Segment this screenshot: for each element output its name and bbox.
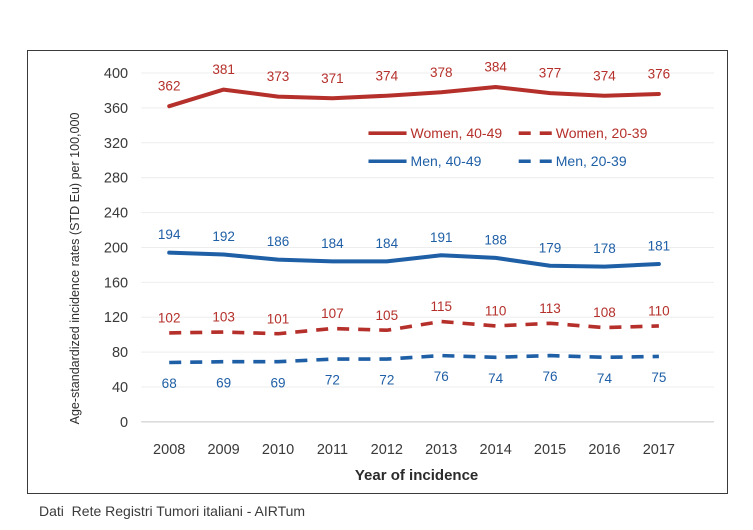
value-label: 377 (539, 66, 562, 81)
x-axis-label: Year of incidence (355, 467, 478, 484)
value-label: 74 (488, 371, 504, 386)
value-label: 376 (648, 67, 671, 82)
value-label: 378 (430, 65, 453, 80)
y-tick-label: 200 (104, 240, 128, 256)
value-label: 179 (539, 240, 562, 255)
series-line-men-40-49 (167, 250, 661, 269)
x-tick-label: 2014 (480, 442, 512, 458)
x-tick-label: 2013 (425, 442, 457, 458)
value-label: 102 (158, 310, 181, 325)
x-tick-label: 2017 (643, 442, 675, 458)
x-tick-label: 2016 (588, 442, 620, 458)
value-label: 184 (376, 236, 399, 251)
value-label: 184 (321, 236, 344, 251)
value-label: 384 (484, 60, 507, 75)
x-tick-label: 2010 (262, 442, 294, 458)
y-tick-label: 80 (112, 345, 128, 361)
value-label: 110 (485, 303, 507, 318)
legend-label: Men, 20-39 (556, 153, 627, 169)
legend-label: Men, 40-49 (411, 153, 482, 169)
value-label: 191 (430, 230, 453, 245)
y-tick-label: 120 (104, 310, 128, 326)
value-label: 72 (325, 373, 340, 388)
x-tick-label: 2008 (153, 442, 185, 458)
value-label: 381 (212, 62, 235, 77)
value-label: 110 (648, 303, 670, 318)
value-label: 192 (212, 229, 235, 244)
x-tick-label: 2015 (534, 442, 566, 458)
y-tick-label: 240 (104, 206, 128, 222)
y-tick-label: 0 (120, 415, 128, 431)
x-tick-label: 2012 (371, 442, 403, 458)
value-label: 181 (648, 239, 671, 254)
value-label: 69 (270, 375, 285, 390)
legend-label: Women, 40-49 (411, 125, 503, 141)
value-label: 103 (212, 310, 235, 325)
y-tick-label: 40 (112, 380, 128, 396)
series-line-women-40-49 (167, 84, 661, 109)
value-label: 374 (593, 68, 616, 83)
value-label: 72 (379, 373, 394, 388)
value-label: 374 (376, 68, 399, 83)
value-label: 74 (597, 371, 613, 386)
value-label: 105 (376, 308, 399, 323)
chart-frame: 0 40 80 120 160 200 240 280 320 360 400 2008 2009 201… (27, 50, 728, 494)
y-tick-label: 360 (104, 101, 128, 117)
value-label: 108 (593, 305, 616, 320)
value-label: 101 (267, 311, 290, 326)
y-tick-label: 400 (104, 66, 128, 82)
value-label: 76 (434, 369, 449, 384)
value-label: 186 (267, 234, 290, 249)
value-label: 362 (158, 79, 181, 94)
y-axis-label: Age-standardized incidence rates (STD Eu… (68, 113, 82, 425)
value-label: 76 (543, 369, 558, 384)
x-tick-label: 2009 (207, 442, 239, 458)
footer-source-text: Dati Rete Registri Tumori italiani - AIR… (39, 503, 306, 519)
x-tick-label: 2011 (317, 442, 348, 458)
legend-label: Women, 20-39 (556, 125, 648, 141)
value-label: 188 (484, 232, 507, 247)
value-label: 69 (216, 375, 231, 390)
value-label: 178 (593, 241, 616, 256)
value-label: 107 (321, 306, 344, 321)
value-label: 68 (162, 376, 177, 391)
line-chart: 0 40 80 120 160 200 240 280 320 360 400 2008 2009 201… (68, 60, 714, 484)
value-label: 75 (651, 370, 666, 385)
value-label: 373 (267, 69, 290, 84)
value-label: 194 (158, 227, 181, 242)
y-tick-label: 280 (104, 171, 128, 187)
value-label: 115 (430, 299, 452, 314)
value-label: 371 (321, 71, 344, 86)
series-line-men-20-39 (169, 353, 659, 365)
series-line-women-20-39 (169, 319, 659, 336)
y-tick-label: 160 (104, 275, 128, 291)
y-tick-label: 320 (104, 136, 128, 152)
value-label: 113 (539, 301, 561, 316)
